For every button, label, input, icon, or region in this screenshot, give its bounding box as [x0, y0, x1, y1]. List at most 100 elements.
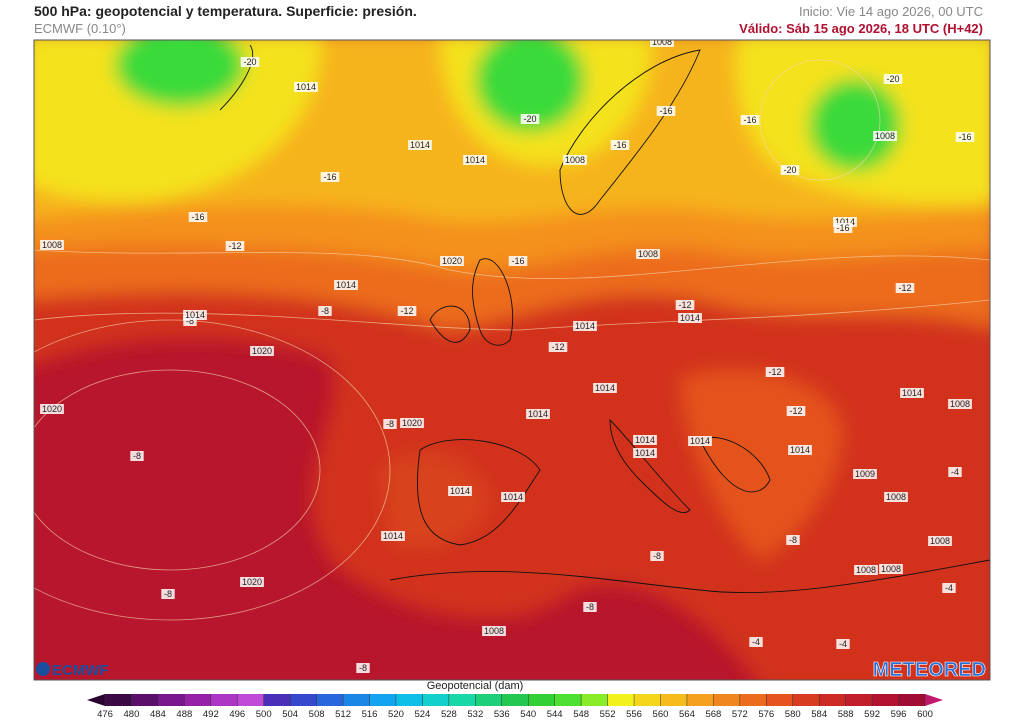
label-box — [320, 172, 340, 182]
label-box — [650, 551, 664, 561]
label-box — [788, 445, 812, 455]
contour-label: 1008 — [565, 155, 585, 165]
contour-label: 1009 — [855, 469, 875, 479]
colorbar-tick-label: 576 — [758, 709, 774, 720]
colorbar-tick-label: 480 — [124, 709, 140, 720]
contour-label: -8 — [359, 663, 367, 673]
label-box — [40, 240, 64, 250]
contour-label: -8 — [586, 602, 594, 612]
contour-label: 1008 — [484, 626, 504, 636]
colorbar-swatch — [105, 694, 132, 706]
model-label: ECMWF (0.10°) — [34, 21, 126, 36]
contour-label: -8 — [164, 589, 172, 599]
contour-label: -12 — [789, 406, 802, 416]
label-box — [400, 418, 424, 428]
label-box — [482, 626, 506, 636]
colorbar-title: Geopotencial (dam) — [427, 680, 524, 692]
contour-label: -20 — [783, 165, 796, 175]
colorbar-swatch — [369, 694, 397, 706]
label-box — [675, 300, 695, 310]
label-box — [334, 280, 358, 290]
label-box — [786, 406, 806, 416]
colorbar-tick-label: 600 — [917, 709, 933, 720]
label-box — [740, 115, 760, 125]
colorbar-swatch — [184, 694, 212, 706]
label-box — [508, 256, 528, 266]
label-box — [183, 316, 197, 326]
colorbar-swatch — [581, 694, 608, 706]
label-box — [948, 399, 972, 409]
label-box — [548, 342, 568, 352]
map: 1014 -20 1014 1014 -20 1008 1008 -16 -16 -16 -20 10… — [34, 37, 990, 680]
colorbar-swatch — [475, 694, 503, 706]
contour-label: 1020 — [252, 346, 272, 356]
contour-label: -16 — [613, 140, 626, 150]
colorbar-swatch — [686, 694, 714, 706]
label-box — [294, 82, 318, 92]
label-box — [40, 404, 64, 414]
contour-label: 1020 — [402, 418, 422, 428]
label-box — [633, 435, 657, 445]
colorbar-tick-label: 588 — [838, 709, 854, 720]
contour-label: -16 — [323, 172, 336, 182]
colorbar-tick-label: 552 — [600, 709, 616, 720]
contour-label: -8 — [321, 306, 329, 316]
contour-label: 1014 — [410, 140, 430, 150]
label-box — [610, 140, 630, 150]
label-box — [183, 310, 207, 320]
colorbar-tick-label: 540 — [520, 709, 536, 720]
label-box — [440, 256, 464, 266]
label-box — [188, 212, 208, 222]
label-box — [383, 419, 397, 429]
label-box — [873, 131, 897, 141]
contour-label: 1014 — [336, 280, 356, 290]
label-box — [397, 306, 417, 316]
contour-label: -20 — [523, 114, 536, 124]
colorbar-tick-label: 520 — [388, 709, 404, 720]
label-box — [780, 165, 800, 175]
contour-label: 1008 — [638, 249, 658, 259]
colorbar-swatch — [395, 694, 423, 706]
init-time: Inicio: Vie 14 ago 2026, 00 UTC — [799, 4, 983, 19]
contour-label: -8 — [789, 535, 797, 545]
contour-label: -16 — [958, 132, 971, 142]
label-box — [356, 663, 370, 673]
label-box — [573, 321, 597, 331]
colorbar-tick-label: 524 — [414, 709, 430, 720]
colorbar-tick-label: 492 — [203, 709, 219, 720]
label-box — [833, 217, 857, 227]
colorbar-swatch — [872, 694, 899, 706]
contour-label: 1014 — [680, 313, 700, 323]
contour-label: 1008 — [875, 131, 895, 141]
contour-label: 1014 — [383, 531, 403, 541]
label-box — [501, 492, 525, 502]
colorbar-swatch — [898, 694, 926, 706]
contour-label: -20 — [243, 57, 256, 67]
label-box — [786, 535, 800, 545]
contour-label: -4 — [752, 637, 760, 647]
label-box — [854, 565, 878, 575]
colorbar-tick-label: 564 — [679, 709, 695, 720]
colorbar-swatch — [237, 694, 265, 706]
colorbar-swatch — [792, 694, 820, 706]
label-box — [656, 106, 676, 116]
contour-label: 1014 — [690, 436, 710, 446]
contour-label: 1008 — [652, 37, 672, 47]
contour-label: 1008 — [886, 492, 906, 502]
meteored-logo: METEORED — [873, 659, 986, 681]
label-box — [948, 467, 962, 477]
colorbar-swatch — [607, 694, 635, 706]
label-box — [408, 140, 432, 150]
label-box — [240, 577, 264, 587]
colorbar-tick-label: 512 — [335, 709, 351, 720]
contour-label: 1014 — [635, 448, 655, 458]
colorbar-swatch — [739, 694, 767, 706]
colorbar-tick-label: 516 — [362, 709, 378, 720]
contour-label: 1014 — [185, 310, 205, 320]
label-box — [318, 306, 332, 316]
label-box — [225, 241, 245, 251]
label-box — [448, 486, 472, 496]
label-box — [688, 436, 712, 446]
label-box — [240, 57, 260, 67]
